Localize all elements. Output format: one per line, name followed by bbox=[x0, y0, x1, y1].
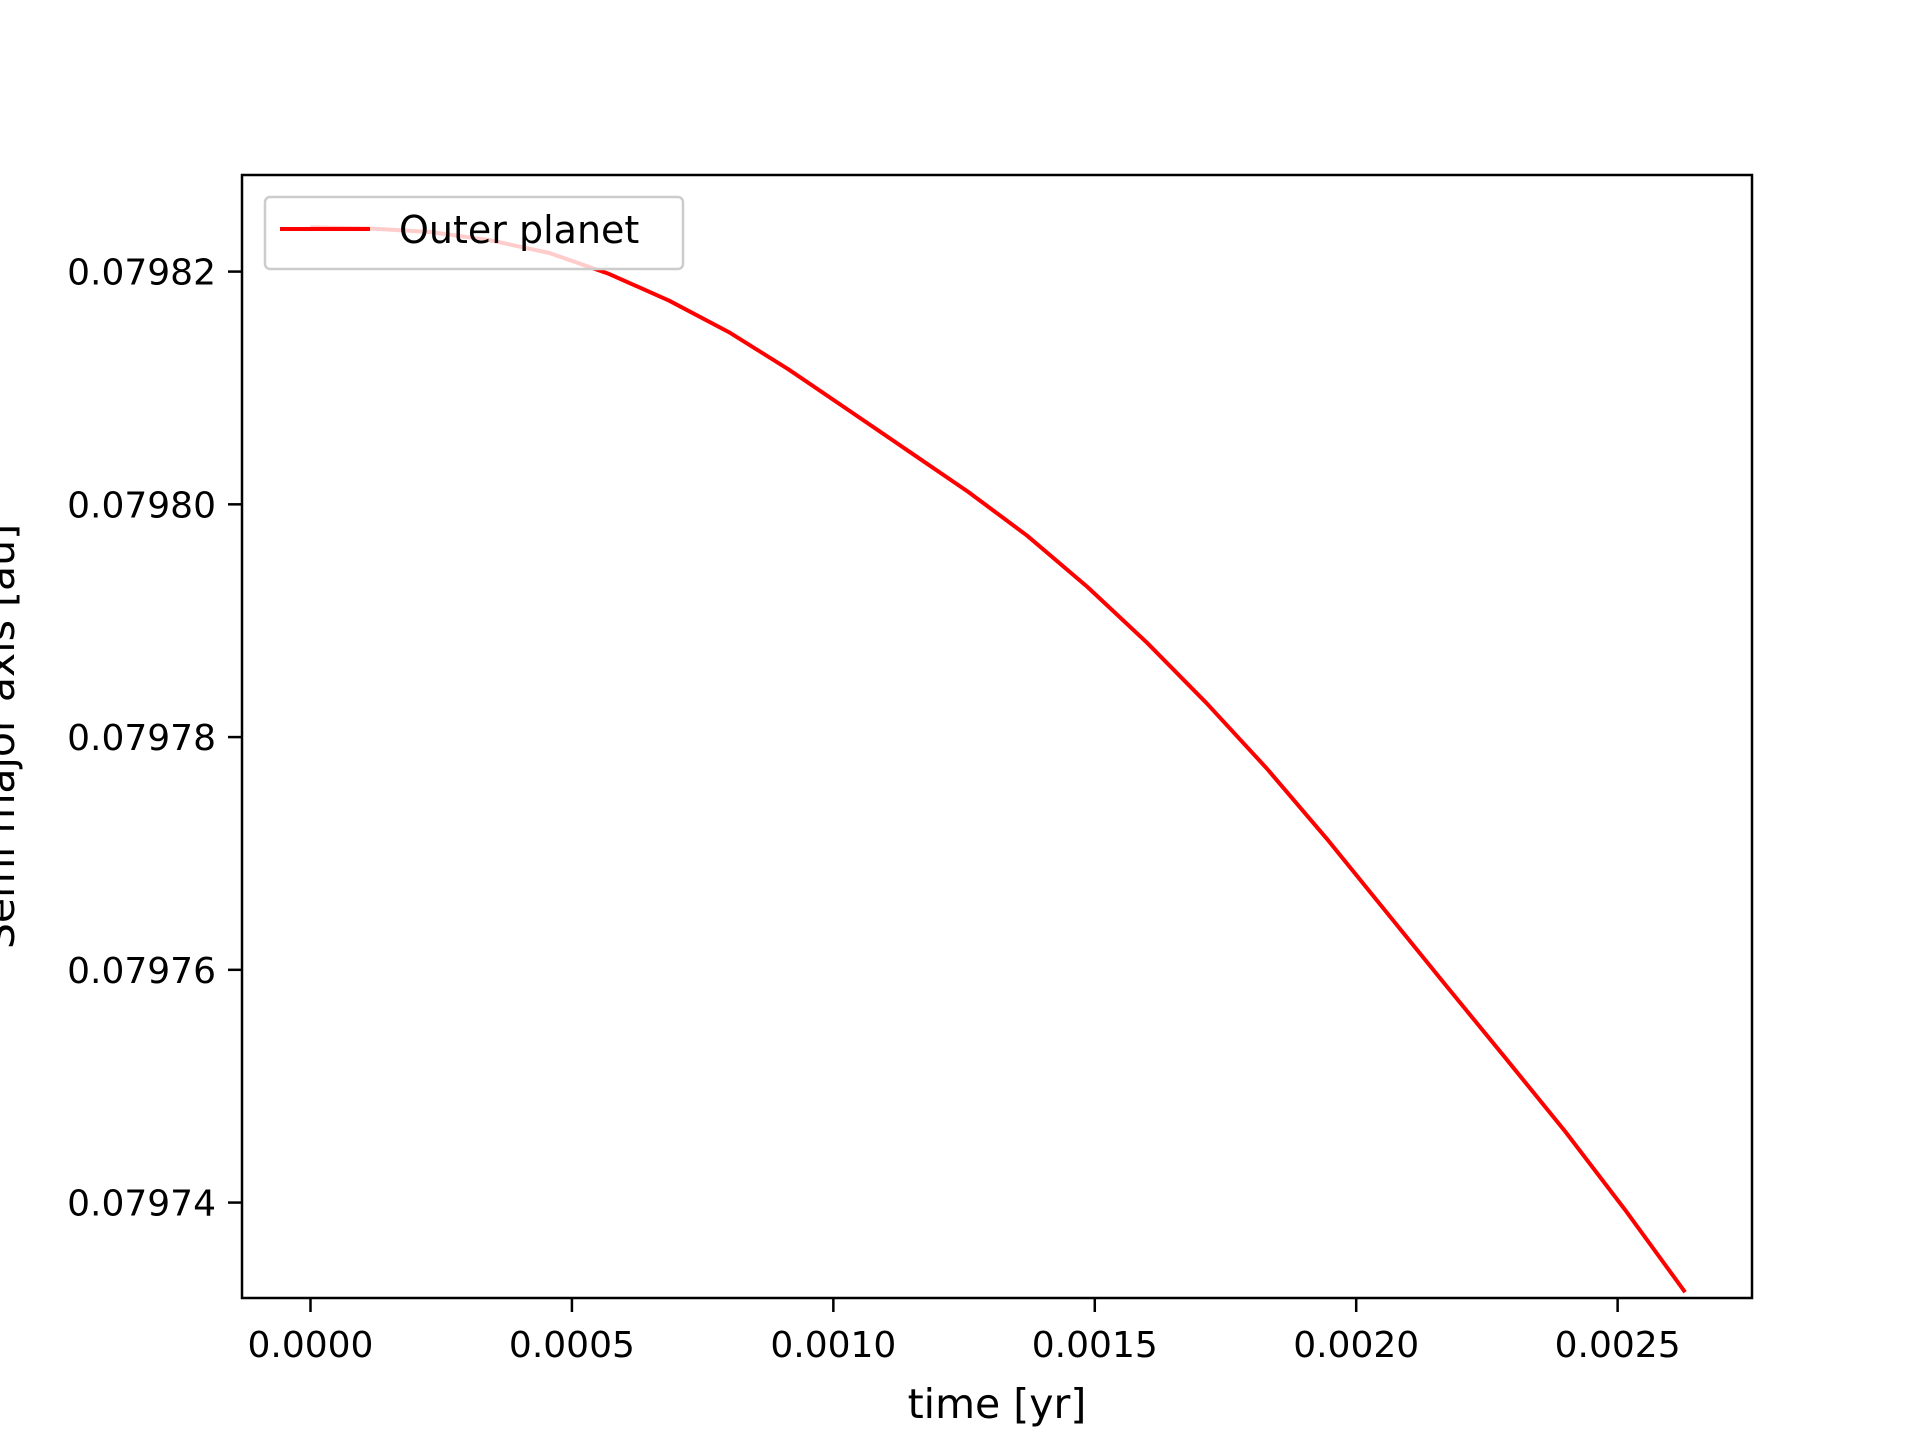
x-tick-label: 0.0010 bbox=[770, 1325, 896, 1366]
legend-box bbox=[263, 195, 685, 271]
x-tick-label: 0.0020 bbox=[1293, 1325, 1419, 1366]
x-tick-label: 0.0000 bbox=[248, 1325, 374, 1366]
x-axis-label: time [yr] bbox=[908, 1380, 1087, 1428]
x-tick-label: 0.0005 bbox=[509, 1325, 635, 1366]
axes-frame bbox=[240, 173, 1754, 1300]
y-tick-label: 0.07976 bbox=[67, 951, 216, 992]
x-tick-label: 0.0025 bbox=[1555, 1325, 1681, 1366]
legend: Outer planet bbox=[263, 195, 685, 271]
legend-label-outer-planet: Outer planet bbox=[399, 208, 639, 252]
plot-area: 0.0000 0.0005 0.0010 0.0015 0.0020 0.0025 0.0… bbox=[67, 173, 1754, 1366]
y-tick-label: 0.07980 bbox=[67, 485, 216, 526]
y-tick-label: 0.07982 bbox=[67, 253, 216, 294]
x-axis-ticks: 0.0000 0.0005 0.0010 0.0015 0.0020 0.0025 bbox=[248, 1298, 1681, 1366]
y-tick-label: 0.07978 bbox=[67, 718, 216, 759]
y-axis-ticks: 0.07974 0.07976 0.07978 0.07980 0.07982 bbox=[67, 253, 242, 1225]
y-axis-label: Semi major axis [au] bbox=[0, 524, 24, 949]
y-tick-label: 0.07974 bbox=[67, 1184, 216, 1225]
x-tick-label: 0.0015 bbox=[1032, 1325, 1158, 1366]
